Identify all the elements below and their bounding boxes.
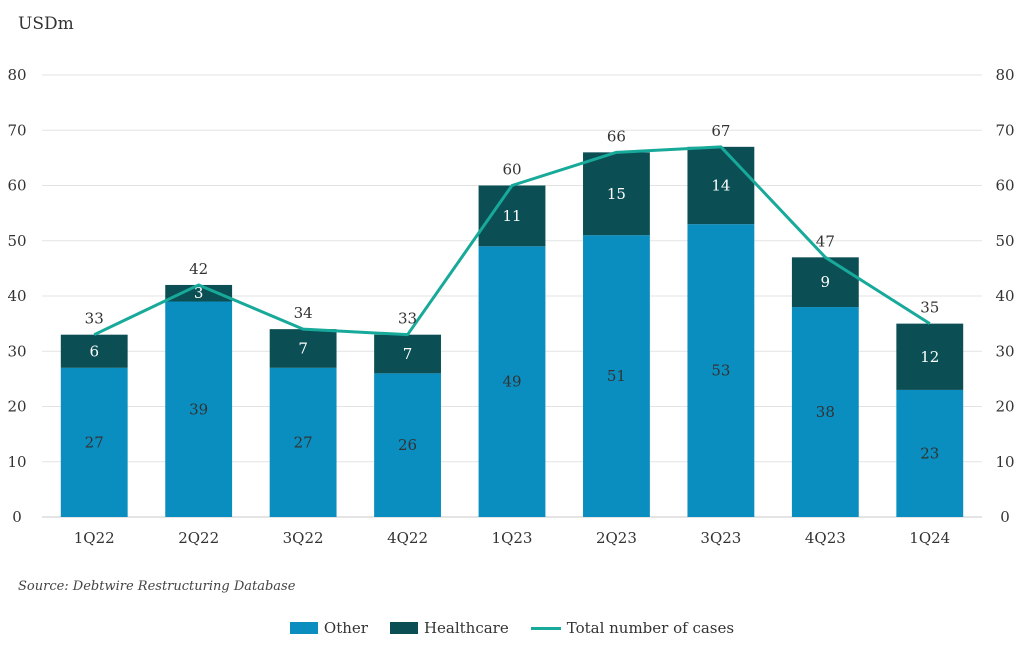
data-label-healthcare: 9 [821,273,831,291]
bar-healthcare [791,257,859,308]
bar-other [165,301,233,517]
bar-other [791,307,859,517]
x-tick-label: 3Q22 [283,529,324,547]
data-label-healthcare: 6 [89,342,99,360]
y-tick-label-right: 0 [1000,508,1010,526]
bar-other [896,389,964,517]
data-label-other: 26 [398,436,417,454]
bar-other [478,246,546,517]
x-tick-label: 1Q23 [492,529,533,547]
y-tick-label-right: 10 [995,453,1014,471]
x-tick-label: 4Q22 [387,529,428,547]
bar-other [269,367,337,517]
data-label-other: 23 [920,444,939,462]
y-tick-label-right: 50 [995,232,1014,250]
y-tick-label-right: 80 [995,66,1014,84]
y-tick-label-left: 30 [7,342,26,360]
data-label-healthcare: 12 [920,348,939,366]
data-label-total: 60 [502,161,521,179]
legend-swatch-total [530,626,561,630]
x-tick-label: 2Q22 [178,529,219,547]
data-label-other: 27 [294,433,313,451]
legend-label-healthcare: Healthcare [423,619,509,637]
chart-legend: Other Healthcare Total number of cases [0,619,1024,637]
data-label-healthcare: 7 [403,345,413,363]
data-label-other: 49 [502,373,521,391]
data-label-total: 33 [85,310,104,328]
data-label-healthcare: 14 [711,177,730,195]
data-label-healthcare: 11 [502,207,521,225]
x-tick-label: 2Q23 [596,529,637,547]
bar-healthcare [269,329,337,368]
chart-canvas: 0 0 10 10 20 20 30 30 40 40 50 50 60 60 70 70 80 80 27 6 1Q2… [7,66,1014,547]
data-label-other: 39 [189,400,208,418]
y-tick-label-left: 10 [7,453,26,471]
bar-healthcare [60,334,128,368]
data-label-healthcare: 15 [607,185,626,203]
y-tick-label-right: 40 [995,287,1014,305]
data-label-total: 47 [816,232,835,250]
data-label-other: 38 [816,403,835,421]
data-label-total: 66 [607,127,626,145]
y-tick-label-left: 70 [7,121,26,139]
y-tick-label-right: 70 [995,121,1014,139]
data-label-other: 53 [711,362,730,380]
source-note: Source: Debtwire Restructuring Database [18,579,296,594]
y-tick-label-left: 60 [7,177,26,195]
data-label-total: 67 [711,122,730,140]
bar-healthcare [374,334,441,374]
legend-item-total: Total number of cases [530,619,735,637]
bar-other [60,367,128,517]
data-label-healthcare: 3 [194,284,204,302]
y-tick-label-left: 40 [7,287,26,305]
y-axis-unit-label: USDm [18,14,74,34]
y-tick-label-left: 50 [7,232,26,250]
bar-other [374,373,441,517]
bar-healthcare [687,146,755,225]
legend-label-total: Total number of cases [566,619,735,637]
x-tick-label: 3Q23 [700,529,741,547]
y-tick-label-right: 60 [995,177,1014,195]
bar-other [583,235,650,517]
data-label-total: 33 [398,310,417,328]
legend-label-other: Other [323,619,368,637]
legend-item-other: Other [289,619,368,637]
legend-item-healthcare: Healthcare [389,619,509,637]
total-line [93,145,931,337]
data-label-other: 51 [607,367,626,385]
x-tick-label: 1Q24 [909,529,950,547]
data-label-total: 35 [920,299,939,317]
data-label-total: 42 [189,260,208,278]
y-tick-label-right: 30 [995,342,1014,360]
data-label-total: 34 [294,304,313,322]
bar-healthcare [896,323,964,390]
y-tick-label-left: 0 [12,508,22,526]
bar-healthcare [165,284,233,302]
bar-other [687,224,755,518]
bar-healthcare [583,152,650,236]
data-label-other: 27 [85,433,104,451]
y-tick-label-right: 20 [995,398,1014,416]
x-tick-label: 1Q22 [74,529,115,547]
legend-swatch-other [289,622,318,634]
y-tick-label-left: 80 [7,66,26,84]
y-tick-label-left: 20 [7,398,26,416]
x-tick-label: 4Q23 [805,529,846,547]
data-label-healthcare: 7 [298,339,308,357]
legend-swatch-healthcare [389,622,418,634]
